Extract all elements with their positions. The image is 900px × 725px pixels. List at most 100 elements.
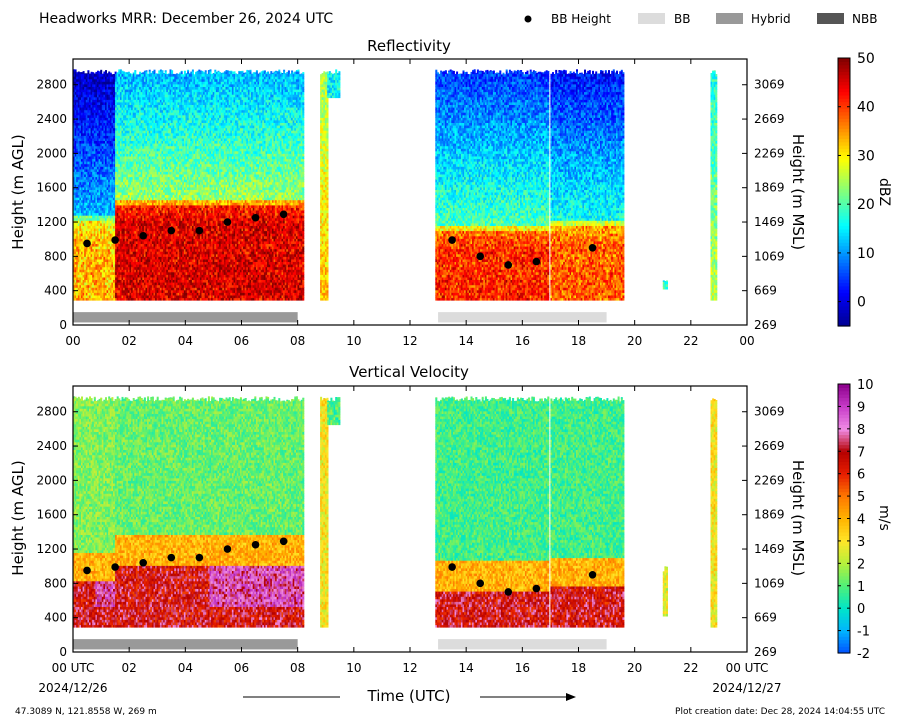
- heatmap-cell: [101, 289, 104, 293]
- heatmap-cell: [84, 230, 87, 234]
- heatmap-cell: [85, 215, 88, 219]
- heatmap-cell: [87, 117, 90, 121]
- heatmap-cell: [82, 246, 85, 250]
- heatmap-cell: [92, 222, 95, 226]
- heatmap-cell: [81, 122, 83, 126]
- heatmap-cell: [105, 145, 107, 149]
- heatmap-cell: [108, 215, 111, 219]
- heatmap-cell: [101, 230, 104, 234]
- heatmap-cell: [109, 243, 112, 247]
- heatmap-cell: [101, 251, 104, 255]
- heatmap-cell: [74, 202, 77, 206]
- heatmap-cell: [82, 73, 85, 77]
- heatmap-cell: [100, 81, 103, 85]
- heatmap-cell: [106, 240, 109, 244]
- heatmap-cell: [134, 70, 137, 72]
- heatmap-cell: [103, 122, 106, 126]
- heatmap-cell: [118, 94, 121, 98]
- heatmap-cell: [87, 174, 90, 178]
- heatmap-cell: [98, 163, 101, 167]
- heatmap-cell: [108, 264, 111, 268]
- heatmap-cell: [103, 269, 106, 273]
- heatmap-cell: [74, 282, 77, 286]
- heatmap-cell: [79, 166, 82, 170]
- heatmap-cell: [93, 89, 96, 93]
- heatmap-cell: [111, 248, 114, 252]
- heatmap-cell: [101, 179, 104, 183]
- heatmap-cell: [111, 235, 114, 239]
- heatmap-cell: [105, 295, 107, 299]
- heatmap-cell: [87, 228, 90, 232]
- heatmap-cell: [108, 181, 111, 185]
- heatmap-cell: [90, 174, 93, 178]
- heatmap-cell: [106, 228, 109, 232]
- heatmap-cell: [87, 207, 90, 211]
- heatmap-cell: [101, 140, 104, 144]
- heatmap-cell: [98, 279, 101, 283]
- heatmap-cell: [90, 240, 93, 244]
- heatmap-cell: [92, 295, 95, 299]
- heatmap-cell: [79, 81, 82, 85]
- heatmap-cell: [106, 137, 109, 141]
- heatmap-cell: [73, 235, 75, 239]
- heatmap-cell: [73, 112, 75, 116]
- heatmap-cell: [85, 89, 88, 93]
- heatmap-cell: [103, 127, 106, 131]
- heatmap-cell: [74, 235, 77, 239]
- heatmap-cell: [92, 130, 95, 134]
- heatmap-cell: [108, 230, 111, 234]
- heatmap-cell: [103, 125, 106, 129]
- heatmap-cell: [85, 99, 88, 103]
- heatmap-cell: [89, 297, 91, 301]
- heatmap-cell: [82, 192, 85, 196]
- heatmap-cell: [82, 194, 85, 198]
- heatmap-cell: [95, 156, 98, 160]
- heatmap-cell: [113, 166, 115, 170]
- heatmap-cell: [101, 279, 104, 283]
- heatmap-cell: [97, 104, 99, 108]
- heatmap-cell: [108, 217, 111, 221]
- heatmap-cell: [111, 287, 114, 291]
- heatmap-cell: [89, 207, 91, 211]
- heatmap-cell: [89, 176, 91, 180]
- heatmap-cell: [106, 127, 109, 131]
- heatmap-cell: [79, 168, 82, 172]
- heatmap-cell: [82, 284, 85, 288]
- heatmap-cell: [101, 135, 104, 139]
- heatmap-cell: [115, 112, 118, 116]
- heatmap-cell: [76, 181, 79, 185]
- heatmap-cell: [98, 233, 101, 237]
- heatmap-cell: [105, 192, 107, 196]
- heatmap-cell: [79, 143, 82, 147]
- heatmap-cell: [89, 145, 91, 149]
- heatmap-cell: [92, 258, 95, 262]
- heatmap-cell: [115, 153, 118, 157]
- heatmap-cell: [79, 163, 82, 167]
- heatmap-cell: [87, 81, 90, 85]
- heatmap-cell: [111, 112, 114, 116]
- heatmap-cell: [84, 101, 87, 105]
- heatmap-cell: [92, 251, 95, 255]
- heatmap-cell: [82, 233, 85, 237]
- heatmap-cell: [113, 274, 115, 278]
- heatmap-cell: [93, 145, 96, 149]
- heatmap-cell: [77, 194, 80, 198]
- heatmap-cell: [97, 271, 99, 275]
- heatmap-cell: [118, 86, 121, 90]
- heatmap-cell: [81, 96, 83, 100]
- heatmap-cell: [90, 91, 93, 95]
- heatmap-cell: [119, 289, 122, 293]
- heatmap-cell: [113, 81, 115, 85]
- heatmap-cell: [84, 73, 87, 75]
- heatmap-cell: [97, 287, 99, 291]
- heatmap-cell: [98, 199, 101, 203]
- heatmap-cell: [108, 266, 111, 270]
- heatmap-cell: [95, 78, 98, 82]
- heatmap-cell: [105, 130, 107, 134]
- heatmap-cell: [103, 166, 106, 170]
- heatmap-cell: [81, 156, 83, 160]
- heatmap-cell: [119, 295, 122, 299]
- heatmap-cell: [93, 204, 96, 208]
- heatmap-cell: [100, 184, 103, 188]
- heatmap-cell: [76, 168, 79, 172]
